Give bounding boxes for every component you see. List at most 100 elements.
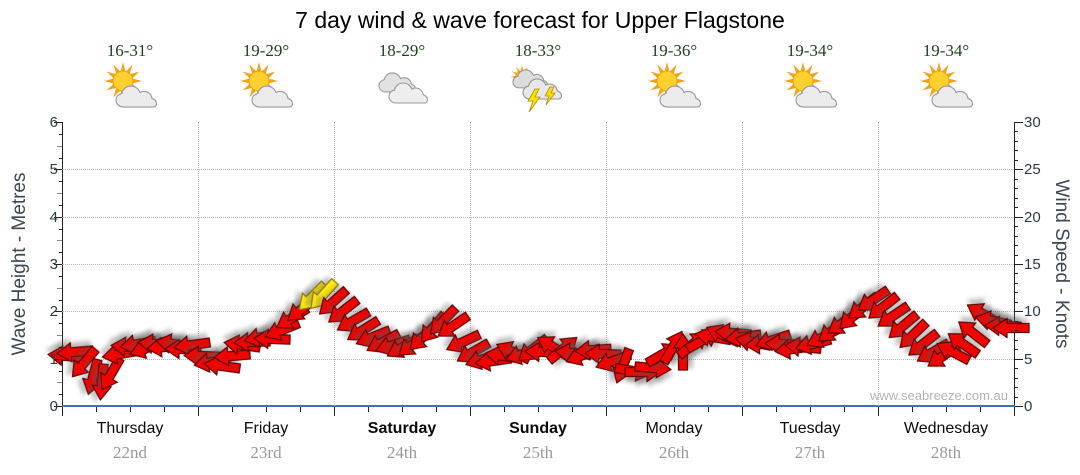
right-axis-tick — [1015, 122, 1023, 123]
x-axis-tick — [912, 407, 913, 412]
left-axis-tick — [57, 287, 62, 289]
right-axis-tick — [1015, 254, 1018, 256]
horizontal-gridline — [62, 264, 1014, 265]
date-label-sunday: 25th — [522, 443, 554, 462]
x-axis-tick — [504, 407, 505, 412]
x-axis-tick — [402, 407, 403, 412]
date-label-friday: 23rd — [250, 443, 282, 462]
temperature-range-thursday: 16-31° — [106, 41, 154, 60]
x-axis-tick — [436, 407, 437, 412]
left-axis-tick-label: 3 — [49, 256, 58, 273]
page-title: 7 day wind & wave forecast for Upper Fla… — [295, 7, 785, 33]
right-axis-line — [1014, 122, 1015, 406]
right-axis-tick-label: 15 — [1024, 256, 1041, 273]
left-axis-tick — [57, 145, 62, 147]
wind-arrow — [434, 311, 472, 338]
partly-cloudy-icon — [237, 62, 295, 119]
watermark: www.seabreeze.com.au — [869, 388, 1008, 403]
x-axis-tick — [266, 407, 267, 412]
x-axis-tick — [708, 407, 709, 412]
cloudy-icon — [373, 62, 431, 119]
right-axis-tick — [1015, 226, 1018, 228]
right-axis-tick-label: 10 — [1024, 303, 1041, 321]
right-axis-tick — [1015, 282, 1018, 284]
right-axis-tick — [1015, 368, 1018, 370]
x-axis-tick — [300, 407, 301, 412]
right-axis-tick — [1015, 311, 1023, 313]
date-label-thursday: 22nd — [113, 443, 147, 462]
left-axis-tick — [59, 204, 62, 206]
x-axis-tick — [606, 407, 607, 416]
right-axis-tick — [1015, 150, 1018, 152]
temperature-range-friday: 19-29° — [242, 41, 290, 60]
right-axis-tick — [1015, 131, 1018, 133]
wind-arrow — [944, 333, 982, 360]
x-axis-tick — [538, 407, 539, 412]
right-axis-tick — [1015, 216, 1023, 218]
right-axis-tick-label: 20 — [1024, 208, 1041, 226]
right-axis-tick-label: 0 — [1024, 398, 1033, 415]
left-axis-tick — [59, 252, 62, 254]
wind-arrow — [65, 345, 103, 378]
left-axis-tick-label: 6 — [49, 114, 58, 131]
day-separator-gridline — [198, 122, 199, 406]
left-axis-tick — [57, 240, 62, 242]
right-axis-tick — [1015, 178, 1018, 180]
x-axis-tick — [1014, 407, 1015, 416]
left-axis-tick — [54, 216, 62, 218]
x-axis-tick — [572, 407, 573, 412]
left-axis-tick — [54, 169, 62, 171]
x-axis-tick — [640, 407, 641, 412]
right-axis-tick — [1015, 169, 1023, 171]
right-axis-tick-label: 5 — [1024, 350, 1033, 368]
left-axis-tick — [59, 370, 62, 372]
right-axis-tick — [1015, 264, 1023, 265]
left-axis-tick — [59, 275, 62, 277]
wind-arrow — [444, 329, 483, 354]
horizontal-gridline — [62, 311, 1014, 313]
right-axis-tick-label: 25 — [1024, 161, 1041, 179]
day-separator-gridline — [470, 122, 471, 406]
date-label-monday: 26th — [658, 443, 690, 462]
x-axis-tick — [878, 407, 879, 416]
right-axis-tick — [1015, 377, 1018, 379]
temperature-range-saturday: 18-29° — [378, 41, 426, 60]
right-axis-tick — [1015, 320, 1018, 322]
left-axis-tick — [59, 157, 62, 159]
x-axis-tick — [946, 407, 947, 412]
left-axis-tick — [54, 264, 62, 265]
right-axis-tick — [1015, 292, 1018, 294]
day-separator-gridline — [878, 122, 879, 406]
forecast-plot — [47, 122, 1030, 406]
left-axis-tick-label: 1 — [49, 350, 58, 368]
left-axis-tick — [54, 311, 62, 313]
partly-cloudy-icon — [101, 62, 159, 119]
wind-arrow — [992, 317, 1030, 339]
x-axis-line — [62, 405, 1015, 407]
left-axis-tick — [59, 133, 62, 135]
wind-arrow — [874, 301, 912, 327]
wind-arrow — [203, 354, 242, 377]
temperature-range-wednesday: 19-34° — [922, 41, 970, 60]
left-axis-title: Wave Height - Metres — [9, 172, 30, 356]
right-axis-tick — [1015, 330, 1018, 332]
day-label-friday: Friday — [243, 420, 289, 437]
date-label-wednesday: 28th — [930, 443, 962, 462]
partly-cloudy-icon — [645, 62, 703, 119]
right-axis-tick — [1015, 406, 1023, 407]
left-axis-tick-label: 4 — [49, 208, 58, 226]
day-label-tuesday: Tuesday — [779, 420, 841, 437]
day-separator-gridline — [334, 122, 335, 406]
horizontal-gridline — [62, 169, 1014, 171]
x-axis-tick — [674, 407, 675, 412]
x-axis-tick — [810, 407, 811, 412]
left-axis-tick — [59, 394, 62, 396]
x-axis-tick — [980, 407, 981, 412]
day-label-monday: Monday — [645, 420, 703, 437]
right-axis-tick — [1015, 159, 1018, 161]
right-axis-tick — [1015, 140, 1018, 142]
wind-arrow — [334, 307, 372, 332]
left-axis-tick — [54, 122, 62, 123]
right-axis-tick — [1015, 358, 1023, 360]
